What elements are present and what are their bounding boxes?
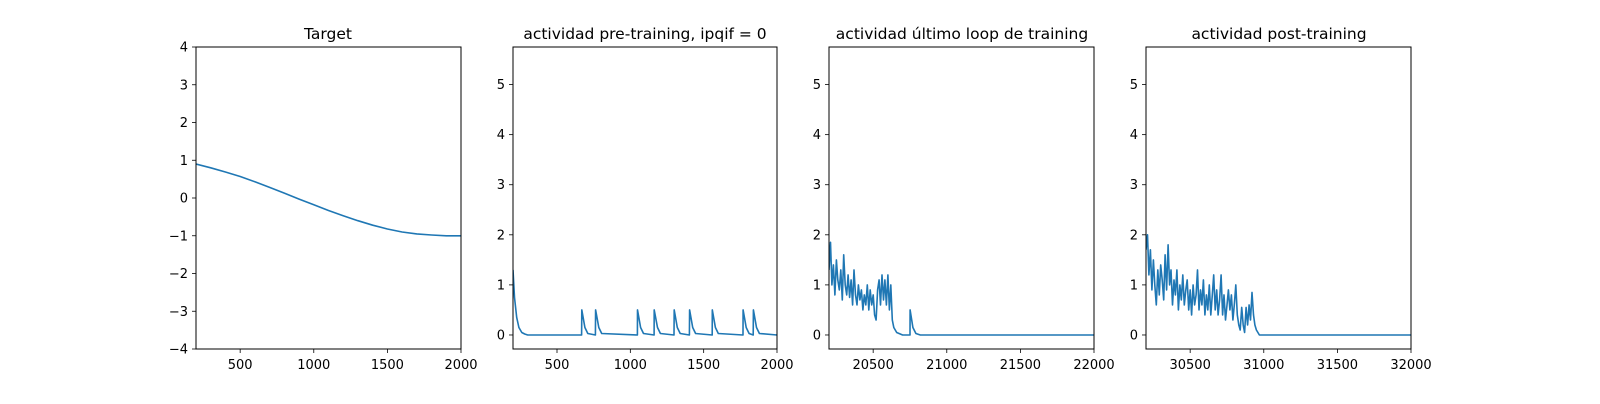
y-tick-label: 4 <box>497 128 505 143</box>
x-tick-label: 31000 <box>1243 358 1284 373</box>
axes-frame <box>1145 46 1412 350</box>
x-axis: 20500 21000 21500 22000 <box>852 349 1115 373</box>
panel-title: Target <box>303 25 352 43</box>
y-tick-label: 5 <box>813 78 821 93</box>
y-tick-label: 2 <box>180 116 188 131</box>
x-tick-label: 500 <box>545 358 570 373</box>
y-tick-label: 4 <box>813 128 821 143</box>
y-tick-label: 0 <box>497 328 505 343</box>
x-tick-label: 31500 <box>1317 358 1358 373</box>
panel-last-training-loop: actividad último loop de training 0 1 2 3 4 5… <box>813 25 1115 373</box>
y-axis: −4 −3 −2 −1 0 1 2 3 4 <box>169 41 196 358</box>
axes-frame <box>828 46 1095 350</box>
y-tick-label: 2 <box>813 228 821 243</box>
series-line-group <box>829 241 1094 336</box>
x-tick-label: 1500 <box>371 358 404 373</box>
x-tick-label: 20500 <box>852 358 893 373</box>
series-line <box>196 163 461 237</box>
y-tick-label: 1 <box>813 278 821 293</box>
axes-frame <box>512 46 778 350</box>
axes-frame <box>195 46 462 350</box>
y-tick-label: 0 <box>813 328 821 343</box>
series-line-group <box>513 269 777 336</box>
panel-post-training: actividad post-training 0 1 2 3 4 5 30500 3100… <box>1130 25 1432 373</box>
y-tick-label: 3 <box>497 178 505 193</box>
x-tick-label: 2000 <box>444 358 477 373</box>
x-tick-label: 1500 <box>687 358 720 373</box>
x-tick-label: 32000 <box>1390 358 1431 373</box>
y-tick-label: −4 <box>169 343 188 358</box>
y-tick-label: 4 <box>1130 128 1138 143</box>
x-tick-label: 22000 <box>1073 358 1114 373</box>
panel-title: actividad post-training <box>1191 25 1366 43</box>
y-tick-label: 3 <box>813 178 821 193</box>
series-line-group <box>1146 234 1411 336</box>
panel-title: actividad último loop de training <box>836 25 1088 43</box>
x-tick-label: 1000 <box>297 358 330 373</box>
panel-pre-training: actividad pre-training, ipqif = 0 0 1 2 3 4 5… <box>497 25 794 373</box>
y-tick-label: −2 <box>169 267 188 282</box>
y-tick-label: 5 <box>1130 78 1138 93</box>
x-tick-label: 2000 <box>760 358 793 373</box>
series-line-group <box>196 163 461 237</box>
y-tick-label: 0 <box>1130 328 1138 343</box>
y-tick-label: 1 <box>180 154 188 169</box>
x-tick-label: 500 <box>228 358 253 373</box>
y-tick-label: 4 <box>180 41 188 56</box>
y-tick-label: 5 <box>497 78 505 93</box>
x-axis: 30500 31000 31500 32000 <box>1169 349 1432 373</box>
x-axis: 500 1000 1500 2000 <box>545 349 794 373</box>
x-tick-label: 21000 <box>926 358 967 373</box>
y-tick-label: 2 <box>1130 228 1138 243</box>
series-line <box>1146 234 1411 336</box>
y-tick-label: 1 <box>497 278 505 293</box>
y-tick-label: −3 <box>169 305 188 320</box>
y-tick-label: 3 <box>180 78 188 93</box>
series-line <box>513 269 777 336</box>
y-tick-label: 1 <box>1130 278 1138 293</box>
y-axis: 0 1 2 3 4 5 <box>813 78 829 343</box>
panel-title: actividad pre-training, ipqif = 0 <box>523 25 766 43</box>
x-tick-label: 1000 <box>614 358 647 373</box>
y-axis: 0 1 2 3 4 5 <box>497 78 513 343</box>
x-axis: 500 1000 1500 2000 <box>228 349 478 373</box>
y-tick-label: 3 <box>1130 178 1138 193</box>
series-line <box>829 241 1094 336</box>
y-tick-label: −1 <box>169 229 188 244</box>
y-axis: 0 1 2 3 4 5 <box>1130 78 1146 343</box>
panel-target: Target −4 −3 −2 −1 0 1 2 3 4 500 1000 1500 2000 <box>169 25 478 373</box>
y-tick-label: 0 <box>180 192 188 207</box>
x-tick-label: 30500 <box>1169 358 1210 373</box>
y-tick-label: 2 <box>497 228 505 243</box>
x-tick-label: 21500 <box>1000 358 1041 373</box>
